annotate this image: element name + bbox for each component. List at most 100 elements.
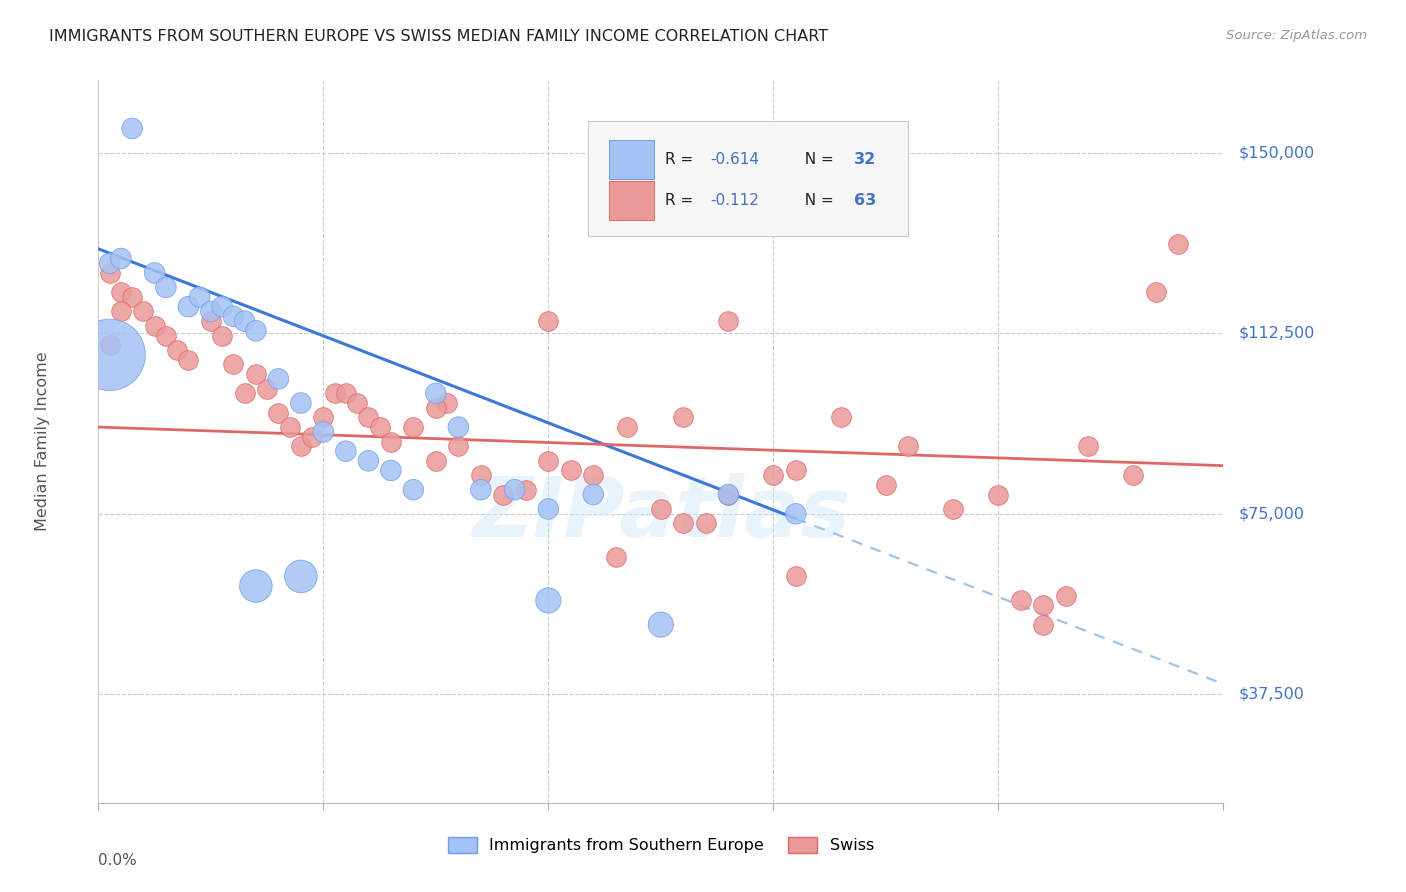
Point xyxy=(323,386,346,401)
Point xyxy=(166,343,188,357)
Point xyxy=(132,304,155,318)
Point xyxy=(245,367,267,381)
Text: $112,500: $112,500 xyxy=(1239,326,1316,341)
Point xyxy=(875,478,897,492)
Text: R =: R = xyxy=(665,152,699,167)
Text: -0.614: -0.614 xyxy=(710,152,759,167)
Point xyxy=(290,569,312,583)
Point xyxy=(143,318,166,333)
Point xyxy=(211,328,233,343)
Point xyxy=(537,454,560,468)
FancyBboxPatch shape xyxy=(609,181,654,220)
Point xyxy=(110,304,132,318)
Text: Median Family Income: Median Family Income xyxy=(35,351,49,532)
Point xyxy=(987,487,1010,501)
Point xyxy=(222,310,245,324)
Point xyxy=(1122,468,1144,483)
Point xyxy=(560,463,582,477)
Text: -0.112: -0.112 xyxy=(710,194,759,209)
Point xyxy=(256,382,278,396)
Point xyxy=(470,468,492,483)
Point xyxy=(200,314,222,328)
Point xyxy=(650,502,672,516)
Text: ZIPatlas: ZIPatlas xyxy=(472,474,849,554)
Point xyxy=(188,290,211,304)
Point xyxy=(346,396,368,410)
Point xyxy=(233,314,256,328)
Point xyxy=(537,593,560,607)
Point xyxy=(290,439,312,453)
Point xyxy=(357,454,380,468)
Point xyxy=(278,420,301,434)
Point xyxy=(436,396,458,410)
Point xyxy=(1167,237,1189,252)
Point xyxy=(121,121,143,136)
Point xyxy=(98,348,121,362)
Point xyxy=(942,502,965,516)
Text: $75,000: $75,000 xyxy=(1239,507,1305,521)
Point xyxy=(785,569,807,583)
Point xyxy=(695,516,717,531)
Point xyxy=(121,290,143,304)
Point xyxy=(402,420,425,434)
Point xyxy=(785,507,807,521)
Point xyxy=(110,252,132,266)
Point xyxy=(155,280,177,294)
Point xyxy=(402,483,425,497)
Point xyxy=(312,425,335,439)
Point xyxy=(222,358,245,372)
Point xyxy=(515,483,537,497)
Text: 32: 32 xyxy=(855,152,876,167)
Point xyxy=(537,502,560,516)
Point xyxy=(143,266,166,280)
Point xyxy=(897,439,920,453)
Point xyxy=(368,420,391,434)
Point xyxy=(267,372,290,386)
Point xyxy=(200,304,222,318)
Point xyxy=(762,468,785,483)
Point xyxy=(503,483,526,497)
Point xyxy=(537,314,560,328)
Text: 0.0%: 0.0% xyxy=(98,854,138,869)
Point xyxy=(672,410,695,425)
Point xyxy=(290,396,312,410)
Point xyxy=(211,300,233,314)
Point xyxy=(616,420,638,434)
Text: N =: N = xyxy=(794,152,838,167)
FancyBboxPatch shape xyxy=(609,139,654,178)
Text: N =: N = xyxy=(794,194,838,209)
Point xyxy=(1032,599,1054,613)
Point xyxy=(177,300,200,314)
Point xyxy=(335,444,357,458)
Point xyxy=(155,328,177,343)
Point xyxy=(672,516,695,531)
Point xyxy=(380,463,402,477)
Point xyxy=(650,617,672,632)
Text: $150,000: $150,000 xyxy=(1239,145,1315,160)
Point xyxy=(301,430,323,444)
Point xyxy=(245,579,267,593)
Point xyxy=(1032,617,1054,632)
Point xyxy=(830,410,852,425)
Point xyxy=(785,463,807,477)
FancyBboxPatch shape xyxy=(588,121,908,235)
Text: $37,500: $37,500 xyxy=(1239,687,1305,702)
Point xyxy=(1054,589,1077,603)
Text: IMMIGRANTS FROM SOUTHERN EUROPE VS SWISS MEDIAN FAMILY INCOME CORRELATION CHART: IMMIGRANTS FROM SOUTHERN EUROPE VS SWISS… xyxy=(49,29,828,44)
Point xyxy=(605,550,627,565)
Point xyxy=(357,410,380,425)
Point xyxy=(470,483,492,497)
Point xyxy=(245,324,267,338)
Point xyxy=(312,410,335,425)
Point xyxy=(425,386,447,401)
Point xyxy=(717,487,740,501)
Legend: Immigrants from Southern Europe, Swiss: Immigrants from Southern Europe, Swiss xyxy=(441,830,880,860)
Point xyxy=(110,285,132,300)
Text: R =: R = xyxy=(665,194,699,209)
Text: 63: 63 xyxy=(855,194,876,209)
Point xyxy=(233,386,256,401)
Point xyxy=(492,487,515,501)
Point xyxy=(447,439,470,453)
Point xyxy=(447,420,470,434)
Point xyxy=(1144,285,1167,300)
